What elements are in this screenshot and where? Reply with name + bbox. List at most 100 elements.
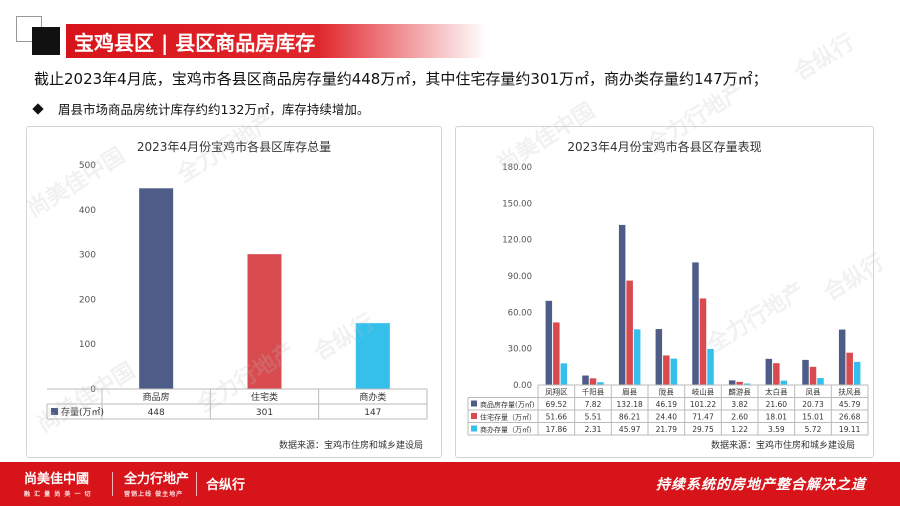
bar-商办存量（万㎡）-扶风县 (853, 361, 861, 385)
bar-商办存量（万㎡）-岐山县 (707, 348, 714, 385)
bar-商办存量（万㎡）-千阳县 (597, 382, 604, 385)
footer-slogan: 持续系统的房地产整合解决之道 (656, 477, 866, 493)
data-label: 7.82 (585, 400, 602, 409)
bar-住宅存量（万㎡）-麟游县 (736, 381, 743, 385)
data-label: 19.11 (839, 425, 861, 434)
legend-label: 存量(万㎡) (61, 406, 104, 418)
footer-bar: 尚美佳中國 融 汇 量 尚 美 一 切 全力行地产 营销上线 做主地产 合纵行 … (0, 462, 900, 506)
bar-住宅存量（万㎡）-凤县 (809, 366, 817, 385)
category-label: 陇县 (659, 388, 674, 397)
legend-swatch (471, 425, 477, 432)
bullet-row: 眉县市场商品房统计库存约约132万㎡，库存持续增加。 (32, 99, 369, 118)
bar-住宅存量（万㎡）-眉县 (626, 280, 633, 385)
legend-swatch (471, 400, 477, 407)
data-label: 5.51 (585, 413, 602, 422)
data-label: 301 (256, 408, 273, 418)
category-label: 眉县 (622, 388, 637, 397)
y-tick-label: 0.00 (513, 381, 532, 391)
data-label: 2.31 (585, 425, 602, 434)
data-label: 51.66 (546, 413, 568, 422)
data-label: 71.47 (692, 413, 714, 422)
logo-shangmeijia: 尚美佳中國 融 汇 量 尚 美 一 切 (24, 472, 92, 498)
y-tick-label: 120.00 (502, 236, 532, 246)
logo-hezongxing: 合纵行 (206, 478, 246, 493)
data-label: 101.22 (690, 400, 716, 409)
data-label: 15.01 (802, 413, 824, 422)
data-label: 45.97 (619, 425, 641, 434)
y-tick-label: 60.00 (508, 308, 532, 318)
source-note-left: 数据来源：宝鸡市住房和城乡建设局 (278, 441, 423, 451)
data-label: 24.40 (656, 413, 678, 422)
bar-商办存量（万㎡）-麟游县 (743, 383, 751, 385)
bar-商办存量（万㎡）-陇县 (670, 358, 678, 385)
bar-商办存量（万㎡）-凤翔区 (560, 363, 568, 385)
data-label: 21.79 (656, 425, 678, 434)
bar-住宅存量（万㎡）-岐山县 (699, 298, 707, 385)
y-tick-label: 0 (90, 385, 96, 395)
data-label: 86.21 (619, 413, 641, 422)
bar-商办存量（万㎡）-眉县 (633, 329, 641, 385)
data-label: 448 (148, 408, 165, 418)
bar-商品房存量(万㎡)-眉县 (618, 224, 626, 385)
chart-panel-county: 2023年4月份宝鸡市各县区存量表现 0.00 30.00 60.00 90.00 12… (455, 126, 874, 458)
bar-住宅存量（万㎡）-太白县 (773, 363, 780, 385)
y-tick-label: 400 (79, 206, 96, 216)
category-label: 凤翔区 (545, 387, 568, 397)
bar-商办类 (355, 323, 390, 389)
bar-商品房存量(万㎡)-岐山县 (692, 262, 699, 385)
legend-label: 商办存量（万㎡） (480, 425, 536, 434)
bar-住宅类 (247, 254, 282, 389)
data-label: 46.19 (656, 400, 678, 409)
legend-swatch (471, 413, 477, 419)
data-label: 2.60 (731, 413, 748, 422)
page-title: 宝鸡县区 | 县区商品房库存 (74, 31, 316, 55)
source-note-right: 数据来源：宝鸡市住房和城乡建设局 (710, 441, 855, 451)
chart-panel-total: 2023年4月份宝鸡市各县区库存总量 0 100 200 300 400 500 商品房 住宅… (26, 126, 442, 458)
legend-label: 商品房存量(万㎡) (480, 400, 535, 409)
y-tick-label: 180.00 (502, 163, 532, 173)
data-label: 20.73 (802, 400, 824, 409)
y-tick-label: 500 (79, 161, 96, 171)
data-label: 45.79 (839, 400, 861, 409)
category-label: 商办类 (359, 391, 386, 403)
legend-swatch (51, 408, 58, 415)
diamond-bullet-icon (32, 103, 44, 115)
bar-住宅存量（万㎡）-扶风县 (846, 352, 853, 385)
category-label: 住宅类 (251, 391, 278, 403)
category-label: 千阳县 (582, 387, 605, 397)
chart-title-total: 2023年4月份宝鸡市各县区库存总量 (136, 140, 332, 154)
bar-商品房存量(万㎡)-千阳县 (582, 375, 589, 385)
bar-住宅存量（万㎡）-凤翔区 (553, 322, 560, 385)
bar-住宅存量（万㎡）-千阳县 (589, 378, 597, 385)
y-tick-label: 100 (79, 340, 96, 350)
data-label: 26.68 (839, 413, 861, 422)
category-label: 麟游县 (728, 387, 751, 397)
bar-商品房 (139, 188, 174, 389)
data-label: 69.52 (546, 400, 568, 409)
data-label: 3.59 (768, 425, 785, 434)
bar-商办存量（万㎡）-凤县 (817, 378, 824, 385)
logo-divider (112, 472, 113, 496)
data-label: 147 (364, 408, 381, 418)
title-band (66, 24, 486, 58)
chart-total-svg: 0 100 200 300 400 500 商品房 住宅类 商办类存量(万㎡) 448 301 147 (46, 161, 428, 420)
data-label: 5.72 (805, 425, 822, 434)
chart-county-svg: 0.00 30.00 60.00 90.00 120.00 150.00 180.00 凤翔区… (467, 163, 869, 436)
y-tick-label: 90.00 (508, 272, 532, 282)
y-tick-label: 200 (79, 295, 96, 305)
y-tick-label: 150.00 (502, 199, 532, 209)
chart-title-county: 2023年4月份宝鸡市各县区存量表现 (567, 140, 762, 154)
bar-住宅存量（万㎡）-陇县 (663, 355, 670, 385)
data-label: 21.60 (766, 400, 788, 409)
data-label: 132.18 (617, 400, 643, 409)
bar-商品房存量(万㎡)-太白县 (765, 358, 773, 385)
bar-商品房存量(万㎡)-陇县 (655, 329, 663, 385)
y-tick-label: 300 (79, 251, 96, 261)
data-label: 29.75 (692, 425, 714, 434)
logo-quanlixing: 全力行地产 营销上线 做主地产 (124, 472, 190, 498)
data-label: 18.01 (766, 413, 788, 422)
category-label: 岐山县 (692, 387, 715, 397)
black-square-deco (32, 27, 60, 55)
bar-商品房存量(万㎡)-凤县 (802, 359, 809, 385)
category-label: 凤县 (806, 388, 821, 397)
